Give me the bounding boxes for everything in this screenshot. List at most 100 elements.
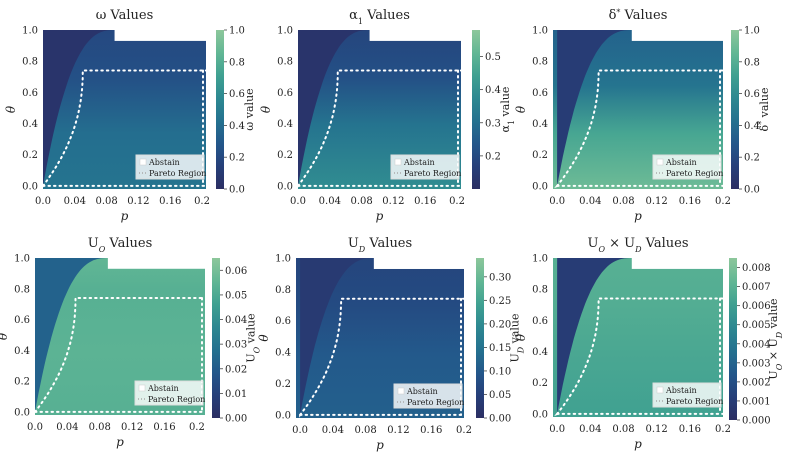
colorbar-tick-label: 0.04 xyxy=(225,315,247,326)
pareto-boundary xyxy=(297,69,462,189)
x-tick-label: 0.16 xyxy=(414,196,436,207)
colorbar-tick-label: 0.0 xyxy=(744,185,760,196)
colorbar-tick-label: 0.25 xyxy=(489,296,511,307)
pareto-boundary xyxy=(554,297,724,417)
x-tick-label: 0.0 xyxy=(549,424,565,435)
y-axis-label: θ xyxy=(257,334,271,342)
colorbar-tick-label: 1.0 xyxy=(229,26,245,37)
y-tick-label: 0.8 xyxy=(277,57,293,68)
colorbar xyxy=(729,258,737,420)
abstain-region xyxy=(114,30,206,41)
x-tick-label: 0.2 xyxy=(449,196,465,207)
pareto-boundary xyxy=(554,69,724,189)
y-tick-label: 0.2 xyxy=(14,377,30,388)
y-tick-label: 0.2 xyxy=(277,150,293,161)
x-tick-label: 0.2 xyxy=(194,196,210,207)
colorbar-tick-label: 0.8 xyxy=(229,57,245,68)
y-tick-label: 0.8 xyxy=(14,284,30,295)
y-tick-label: 0.6 xyxy=(14,315,30,326)
y-tick-label: 0.4 xyxy=(532,347,548,358)
legend-abstain-swatch xyxy=(656,158,664,166)
chart-title: UO × UD Values xyxy=(587,236,688,254)
chart-title: α1 Values xyxy=(349,8,410,26)
colorbar-tick-label: 0.006 xyxy=(742,301,771,312)
x-axis-label: p xyxy=(376,438,384,452)
x-tick-label: 0.16 xyxy=(153,422,175,433)
upper-region xyxy=(557,258,632,414)
x-axis-label: p xyxy=(116,435,124,449)
x-tick-label: 0.0 xyxy=(549,196,565,207)
y-tick-label: 0.2 xyxy=(532,150,548,161)
x-axis-label: p xyxy=(121,209,129,223)
x-tick-label: 0.0 xyxy=(292,425,308,436)
x-tick-label: 0.04 xyxy=(56,422,78,433)
y-tick-label: 0.2 xyxy=(275,379,291,390)
legend-pareto-label: Pareto Region xyxy=(404,169,461,178)
colorbar-label: UD value xyxy=(508,313,525,362)
colorbar-tick-label: 0.15 xyxy=(489,343,511,354)
legend-abstain-label: Abstain xyxy=(403,158,435,167)
x-tick-label: 0.04 xyxy=(579,424,601,435)
x-axis-label: p xyxy=(634,437,642,451)
chart-title: ω Values xyxy=(96,8,154,23)
colorbar-tick-label: 0.8 xyxy=(744,57,760,68)
x-tick-label: 0.0 xyxy=(35,196,51,207)
x-tick-label: 0.04 xyxy=(322,425,344,436)
y-tick-label: 0.0 xyxy=(22,181,38,192)
chart-panel-2: Abstain Pareto Region α1 Values 0.0 0.04 0.08… xyxy=(259,8,515,223)
y-tick-label: 1.0 xyxy=(22,26,38,37)
legend-box xyxy=(652,382,722,408)
abstain-region xyxy=(369,30,461,41)
legend-pareto-label: Pareto Region xyxy=(407,398,464,407)
colorbar-tick-label: 0.4 xyxy=(229,121,245,132)
upper-region xyxy=(35,258,108,412)
colorbar-tick-label: 0.05 xyxy=(489,390,511,401)
legend-pareto-label: Pareto Region xyxy=(148,395,205,404)
x-tick-label: 0.2 xyxy=(189,422,205,433)
legend-box xyxy=(135,154,205,180)
legend-box xyxy=(390,154,460,180)
colorbar-tick-label: 0.01 xyxy=(225,389,247,400)
y-tick-label: 0.4 xyxy=(532,119,548,130)
x-axis-label: p xyxy=(376,209,384,223)
x-tick-label: 0.12 xyxy=(387,425,409,436)
legend-pareto-label: Pareto Region xyxy=(666,169,723,178)
colorbar-tick-label: 0.03 xyxy=(225,340,247,351)
colorbar-tick-label: 0.008 xyxy=(742,263,771,274)
colorbar-label: UO value xyxy=(244,313,261,362)
legend-abstain-swatch xyxy=(394,158,402,166)
colorbar-tick-label: 0.005 xyxy=(742,320,771,331)
y-tick-label: 1.0 xyxy=(532,254,548,265)
y-axis-label: θ xyxy=(514,333,528,341)
y-tick-label: 0.6 xyxy=(532,88,548,99)
abstain-region xyxy=(631,30,723,41)
legend-box xyxy=(393,383,463,409)
x-tick-label: 0.2 xyxy=(456,425,472,436)
x-tick-label: 0.0 xyxy=(27,422,43,433)
colorbar-label: ω value xyxy=(243,88,256,130)
legend-box xyxy=(652,154,722,180)
abstain-region xyxy=(631,258,723,269)
pareto-boundary xyxy=(34,296,206,413)
abstain-region xyxy=(373,258,464,269)
upper-region xyxy=(298,30,370,186)
legend-box xyxy=(134,380,204,406)
colorbar-label: UO × UD value xyxy=(767,298,784,379)
pareto-boundary xyxy=(299,297,465,418)
x-tick-label: 0.04 xyxy=(64,196,86,207)
colorbar xyxy=(216,30,224,189)
y-tick-label: 0.2 xyxy=(22,150,38,161)
y-tick-label: 0.8 xyxy=(275,285,291,296)
legend-abstain-swatch xyxy=(139,158,147,166)
legend-pareto-label: Pareto Region xyxy=(149,169,206,178)
upper-region xyxy=(557,30,632,186)
legend-pareto-label: Pareto Region xyxy=(666,397,723,406)
y-tick-label: 0.8 xyxy=(532,285,548,296)
chart-panel-5: Abstain Pareto Region UD Values 0.0 0.04 0.08… xyxy=(257,236,525,452)
y-axis-label: θ xyxy=(514,105,528,113)
colorbar-tick-label: 0.00 xyxy=(489,414,511,425)
x-tick-label: 0.12 xyxy=(382,196,404,207)
y-tick-label: 0.6 xyxy=(22,88,38,99)
colorbar-tick-label: 0.02 xyxy=(225,364,247,375)
